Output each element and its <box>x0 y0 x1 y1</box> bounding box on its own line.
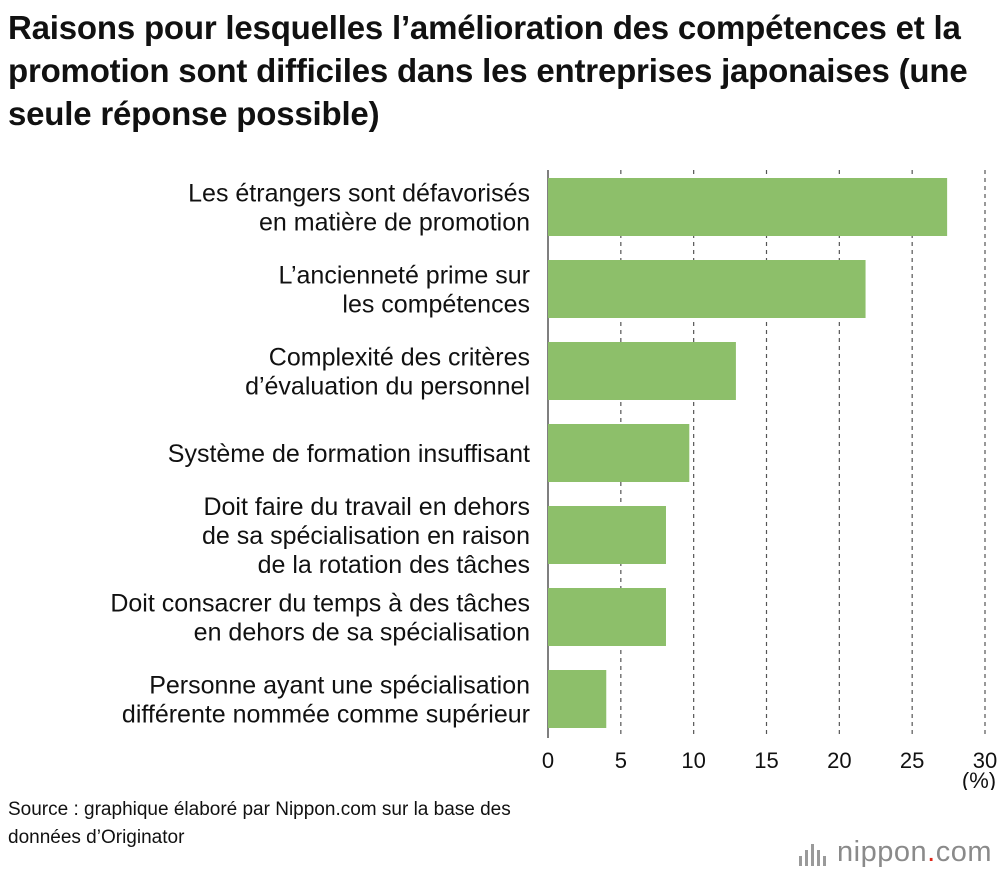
bar <box>548 506 666 564</box>
x-tick-label: 5 <box>615 748 627 773</box>
chart-title: Raisons pour lesquelles l’amélioration d… <box>8 9 968 132</box>
x-tick-label: 20 <box>827 748 851 773</box>
bar <box>548 424 690 482</box>
category-label-line: en dehors de sa spécialisation <box>194 619 530 647</box>
category-label-line: Système de formation insuffisant <box>168 440 530 468</box>
category-label-line: d’évaluation du personnel <box>245 373 530 401</box>
category-label: Complexité des critères d’évaluation du p… <box>245 344 530 401</box>
x-tick-label: 25 <box>900 748 924 773</box>
nippon-logo: nippon. com <box>799 836 992 869</box>
source-note: Source : graphique élaboré par Nippon.co… <box>8 799 511 848</box>
x-tick-labels: 0 5 10 15 20 25 30 <box>542 748 997 773</box>
category-label: Personne ayant une spécialisation différe… <box>122 672 530 729</box>
logo-dot: . <box>927 836 936 868</box>
category-label-line: les compétences <box>342 291 530 319</box>
bar <box>548 342 736 400</box>
x-axis-unit-label: (%) <box>962 768 996 790</box>
category-label-line: L’ancienneté prime sur <box>278 262 530 290</box>
logo-bars-icon <box>799 840 829 866</box>
category-label: L’ancienneté prime sur les compétences <box>278 262 530 319</box>
logo-name: nippon <box>837 836 928 868</box>
category-label: Doit faire du travail en dehors de sa spé… <box>202 493 530 579</box>
bar-chart: Les étrangers sont défavorisés en matière… <box>110 170 997 790</box>
bar <box>548 588 666 646</box>
category-label-line: Les étrangers sont défavorisés <box>188 180 530 208</box>
category-label: Doit consacrer du temps à des tâches en d… <box>110 590 530 647</box>
category-label-line: Doit faire du travail en dehors <box>203 493 530 521</box>
logo-suffix: com <box>935 836 992 868</box>
category-label-line: Complexité des critères <box>269 344 530 372</box>
category-label-line: de sa spécialisation en raison <box>202 522 530 550</box>
bar <box>548 178 948 236</box>
category-label-line: en matière de promotion <box>259 209 530 237</box>
x-tick-label: 10 <box>681 748 705 773</box>
bar <box>548 670 607 728</box>
x-tick-label: 30 <box>973 748 997 773</box>
category-labels: Les étrangers sont défavorisés en matière… <box>110 180 530 729</box>
category-label-line: différente nommée comme supérieur <box>122 701 530 729</box>
category-label-line: de la rotation des tâches <box>258 551 530 579</box>
category-label: Les étrangers sont défavorisés en matière… <box>188 180 530 237</box>
category-label-line: Doit consacrer du temps à des tâches <box>110 590 530 618</box>
x-tick-label: 0 <box>542 748 554 773</box>
category-label: Système de formation insuffisant <box>168 440 530 468</box>
bars <box>548 178 948 728</box>
bar <box>548 260 866 318</box>
x-tick-label: 15 <box>754 748 778 773</box>
category-label-line: Personne ayant une spécialisation <box>149 672 530 700</box>
